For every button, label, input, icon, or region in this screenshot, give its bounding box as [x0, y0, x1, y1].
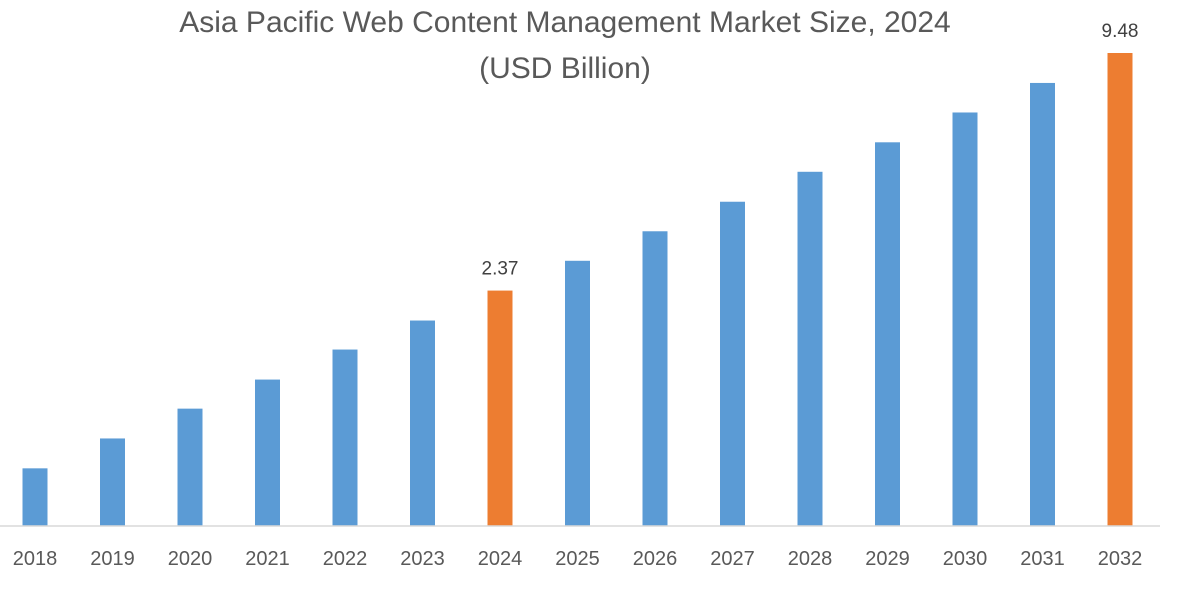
x-tick-label: 2028: [788, 548, 833, 570]
bar-2018: [22, 468, 48, 526]
x-tick-label: 2019: [90, 548, 135, 570]
data-label-2032: 9.48: [1102, 21, 1139, 42]
x-tick-label: 2032: [1098, 548, 1143, 570]
x-tick-label: 2018: [13, 548, 58, 570]
chart-subtitle: (USD Billion): [479, 52, 651, 85]
chart-title: Asia Pacific Web Content Management Mark…: [179, 6, 951, 39]
bar-2026: [642, 231, 668, 526]
x-tick-label: 2029: [865, 548, 910, 570]
bar-2029: [875, 142, 900, 526]
bar-2022: [332, 349, 358, 526]
bar-2032: [1107, 53, 1133, 526]
bar-2027: [720, 201, 745, 526]
x-tick-label: 2026: [633, 548, 678, 570]
x-tick-label: 2025: [555, 548, 600, 570]
bar-2028: [797, 171, 823, 526]
x-tick-label: 2030: [943, 548, 988, 570]
bar-2031: [1030, 82, 1055, 526]
bar-2024: [487, 290, 513, 526]
x-tick-label: 2022: [323, 548, 368, 570]
bar-2020: [177, 408, 203, 526]
bar-2025: [565, 260, 590, 526]
bar-2030: [952, 112, 978, 526]
data-label-2024: 2.37: [482, 259, 519, 280]
x-tick-label: 2027: [710, 548, 755, 570]
bar-2021: [255, 379, 280, 526]
x-tick-label: 2031: [1020, 548, 1065, 570]
x-tick-label: 2020: [168, 548, 213, 570]
x-tick-label: 2021: [245, 548, 290, 570]
x-tick-label: 2023: [400, 548, 445, 570]
bar-2023: [410, 320, 435, 526]
bar-2019: [100, 438, 125, 526]
x-tick-label: 2024: [478, 548, 523, 570]
